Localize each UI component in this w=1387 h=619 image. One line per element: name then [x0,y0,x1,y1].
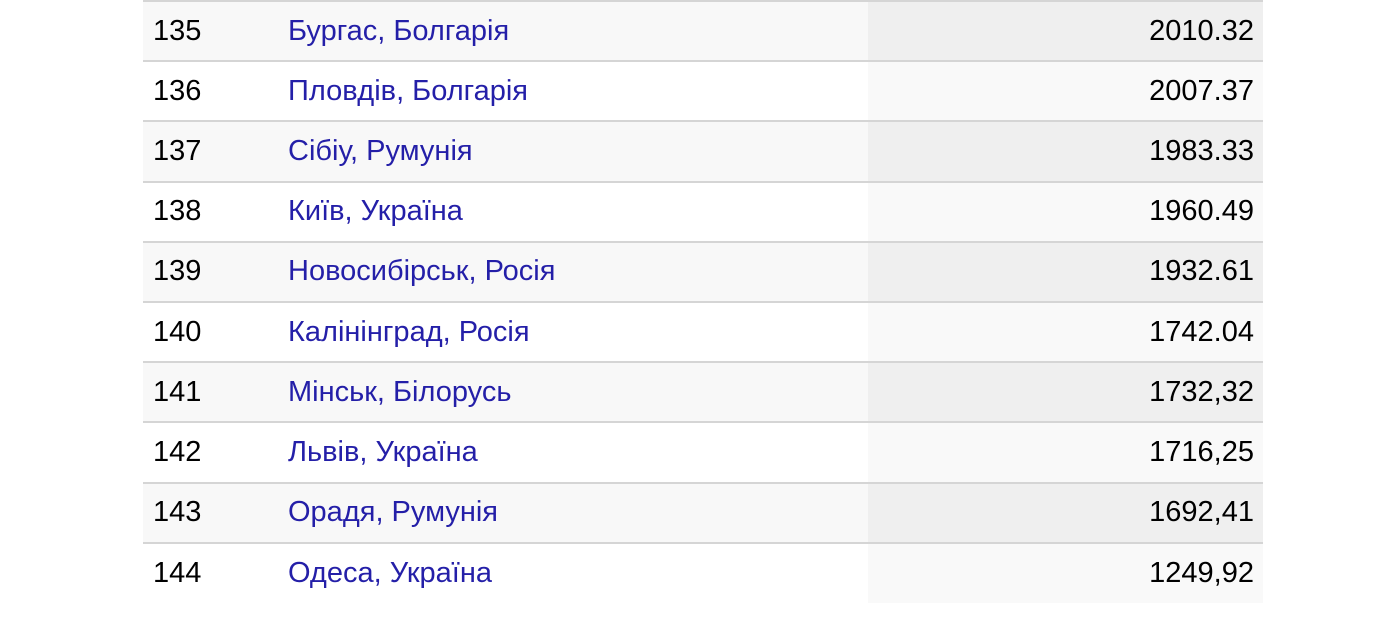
rank-cell: 142 [143,421,280,483]
table-row: 138 Київ, Україна 1960.49 [143,180,1263,242]
value-cell: 1983.33 [868,120,1263,182]
rank-cell: 139 [143,240,280,302]
rank-cell: 136 [143,60,280,122]
ranking-table-container: 135 Бургас, Болгарія 2010.32 136 Пловдів… [143,0,1263,603]
rank-cell: 141 [143,361,280,423]
city-cell: Бургас, Болгарія [280,0,868,62]
city-cell: Пловдів, Болгарія [280,60,868,122]
rank-cell: 140 [143,300,280,363]
value-cell: 2010.32 [868,0,1263,62]
city-cell: Київ, Україна [280,180,868,242]
value-cell: 1932.61 [868,240,1263,302]
rank-cell: 135 [143,0,280,62]
city-link[interactable]: Пловдів, Болгарія [288,74,528,107]
city-ranking-table: 135 Бургас, Болгарія 2010.32 136 Пловдів… [143,0,1263,603]
table-row: 139 Новосибірськ, Росія 1932.61 [143,240,1263,302]
value-cell: 2007.37 [868,60,1263,122]
rank-cell: 138 [143,180,280,242]
rank-cell: 144 [143,541,280,603]
city-cell: Одеса, Україна [280,541,868,603]
value-cell: 1692,41 [868,481,1263,543]
table-row: 140 Калінінград, Росія 1742.04 [143,300,1263,363]
city-link[interactable]: Орадя, Румунія [288,496,498,529]
city-cell: Калінінград, Росія [280,300,868,363]
city-cell: Новосибірськ, Росія [280,240,868,302]
value-cell: 1742.04 [868,300,1263,363]
table-row: 142 Львів, Україна 1716,25 [143,421,1263,483]
city-link[interactable]: Калінінград, Росія [288,315,530,348]
city-link[interactable]: Сібіу, Румунія [288,134,473,167]
rank-cell: 137 [143,120,280,182]
value-cell: 1716,25 [868,421,1263,483]
table-row: 135 Бургас, Болгарія 2010.32 [143,0,1263,62]
value-cell: 1249,92 [868,541,1263,603]
value-cell: 1732,32 [868,361,1263,423]
table-row: 136 Пловдів, Болгарія 2007.37 [143,60,1263,122]
table-row: 137 Сібіу, Румунія 1983.33 [143,120,1263,182]
rank-cell: 143 [143,481,280,543]
table-row: 143 Орадя, Румунія 1692,41 [143,481,1263,543]
city-cell: Орадя, Румунія [280,481,868,543]
city-cell: Сібіу, Румунія [280,120,868,182]
ranking-table-body: 135 Бургас, Болгарія 2010.32 136 Пловдів… [143,0,1263,603]
city-cell: Мінськ, Білорусь [280,361,868,423]
city-cell: Львів, Україна [280,421,868,483]
city-link[interactable]: Новосибірськ, Росія [288,255,556,288]
city-link[interactable]: Мінськ, Білорусь [288,375,512,408]
value-cell: 1960.49 [868,180,1263,242]
city-link[interactable]: Львів, Україна [288,435,478,468]
city-link[interactable]: Київ, Україна [288,195,463,228]
table-row: 144 Одеса, Україна 1249,92 [143,541,1263,603]
city-link[interactable]: Одеса, Україна [288,556,492,589]
city-link[interactable]: Бургас, Болгарія [288,14,510,47]
table-row: 141 Мінськ, Білорусь 1732,32 [143,361,1263,423]
